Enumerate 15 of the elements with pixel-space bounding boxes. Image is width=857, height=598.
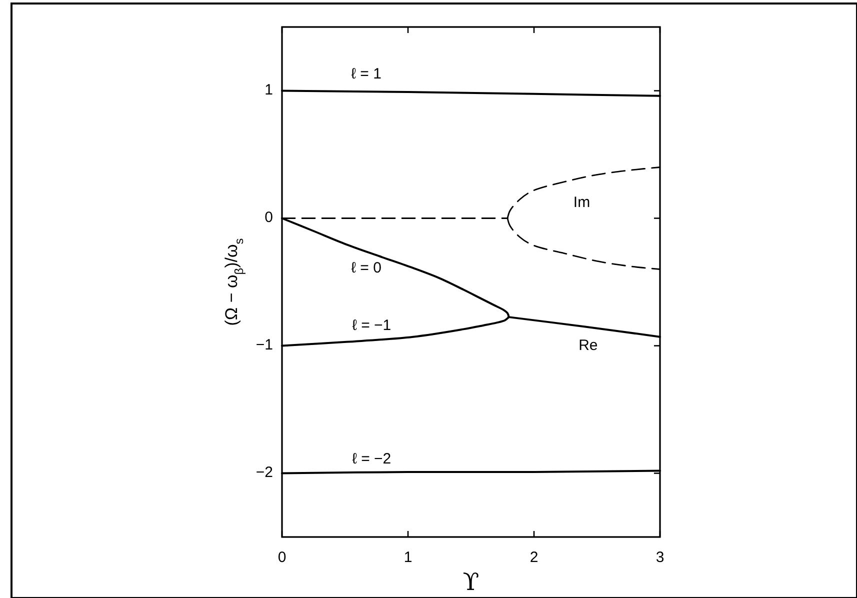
y-tick-label: −1 (256, 336, 273, 354)
series-label: Re (578, 337, 598, 354)
x-tick-label: 1 (404, 548, 412, 566)
x-tick-label: 0 (278, 548, 286, 566)
x-tick-label: 2 (530, 548, 538, 566)
series-label: ℓ = 1 (351, 66, 382, 83)
y-tick-label: 0 (264, 209, 273, 226)
x-axis-title: ϒ (462, 568, 480, 596)
series-label: Im (573, 194, 590, 212)
x-tick-label: 3 (656, 548, 664, 566)
series-label: ℓ = 0 (351, 259, 382, 276)
y-tick-label: 1 (264, 82, 273, 99)
series-label: ℓ = −2 (352, 450, 392, 468)
y-tick-label: −2 (256, 464, 273, 482)
series-label: ℓ = −1 (352, 316, 392, 334)
